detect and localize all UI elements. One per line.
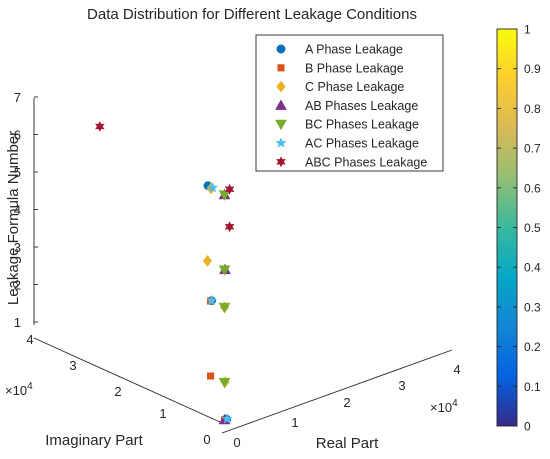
x-tick-label: 0 — [233, 435, 240, 450]
x-axis-ticks: 0 1 2 3 4 — [233, 362, 460, 450]
colorbar-tick-label: 0.2 — [524, 340, 541, 354]
y-axis-exponent: ×104 — [5, 381, 33, 398]
x-tick-label: 2 — [343, 395, 350, 410]
y-tick-label: 3 — [69, 358, 76, 373]
axes-lines — [33, 98, 453, 434]
data-point — [94, 120, 105, 133]
colorbar-tick-label: 0 — [524, 420, 531, 434]
data-point — [202, 254, 213, 267]
legend-marker — [276, 156, 286, 168]
legend-label: BC Phases Leakage — [305, 118, 419, 132]
colorbar-tick-label: 0.4 — [524, 261, 541, 275]
data-point — [218, 190, 231, 201]
z-tick-label: 7 — [14, 90, 21, 105]
colorbar-tick-label: 0.8 — [524, 102, 541, 116]
legend-items: A Phase Leakage B Phase Leakage C Phase Le… — [275, 43, 427, 169]
y-axis-line — [33, 337, 221, 423]
colorbar-tick-label: 1 — [524, 23, 531, 37]
z-axis-label: Leakage Formula Number — [5, 131, 22, 305]
colorbar-tick-label: 0.9 — [524, 62, 541, 76]
colorbar-tick-label: 0.5 — [524, 221, 541, 235]
z-tick-label: 5 — [14, 165, 21, 180]
legend-marker — [276, 44, 286, 54]
chart-title: Data Distribution for Different Leakage … — [87, 6, 417, 23]
z-tick-label: 4 — [14, 203, 21, 218]
data-point — [207, 181, 219, 193]
z-tick-label: 2 — [14, 278, 21, 293]
data-point — [218, 377, 231, 389]
legend-marker — [275, 99, 287, 110]
legend-label: B Phase Leakage — [305, 61, 404, 75]
legend-label: ABC Phases Leakage — [305, 155, 427, 169]
x-tick-label: 4 — [453, 362, 460, 377]
x-axis-exponent: ×104 — [430, 398, 458, 415]
legend-label: C Phase Leakage — [305, 80, 404, 94]
y-tick-label: 2 — [114, 384, 121, 399]
y-tick-label: 0 — [203, 432, 210, 447]
colorbar-tick-label: 0.6 — [524, 181, 541, 195]
data-point — [205, 294, 218, 306]
data-point — [207, 372, 215, 380]
colorbar-tick-label: 0.3 — [524, 300, 541, 314]
data-point — [224, 183, 235, 195]
data-point — [224, 221, 235, 233]
z-axis-ticks: 1 2 3 4 5 6 7 — [14, 90, 38, 330]
x-tick-label: 1 — [291, 415, 298, 430]
data-points — [94, 116, 399, 425]
colorbar-tick-label: 0.1 — [524, 380, 541, 394]
x-axis-label: Real Part — [316, 435, 379, 452]
data-point — [218, 265, 231, 276]
z-tick-label: 3 — [14, 240, 21, 255]
legend-box — [255, 34, 444, 172]
legend-marker — [277, 64, 285, 72]
y-axis-label: Imaginary Part — [45, 432, 143, 449]
y-tick-label: 1 — [159, 406, 166, 421]
x-axis-line — [221, 349, 453, 434]
legend-marker — [275, 119, 287, 131]
colorbar-ticks: 0 0.1 0.2 0.3 0.4 0.5 0.6 0.7 0.8 0.9 1 — [497, 23, 541, 434]
y-axis-ticks: 0 1 2 3 4 — [26, 332, 210, 447]
legend: A Phase Leakage B Phase Leakage C Phase Le… — [255, 34, 444, 172]
legend-label: AB Phases Leakage — [305, 99, 418, 113]
z-tick-label: 1 — [14, 315, 21, 330]
colorbar-tick-label: 0.7 — [524, 142, 541, 156]
legend-label: A Phase Leakage — [305, 43, 403, 57]
colorbar: 0 0.1 0.2 0.3 0.4 0.5 0.6 0.7 0.8 0.9 1 — [496, 23, 541, 434]
z-tick-label: 6 — [14, 128, 21, 143]
data-point — [218, 302, 231, 314]
x-tick-label: 3 — [398, 378, 405, 393]
data-point — [221, 413, 233, 424]
y-tick-label: 4 — [26, 332, 33, 347]
legend-label: AC Phases Leakage — [305, 137, 419, 151]
legend-marker — [276, 80, 286, 93]
legend-marker — [275, 137, 287, 148]
